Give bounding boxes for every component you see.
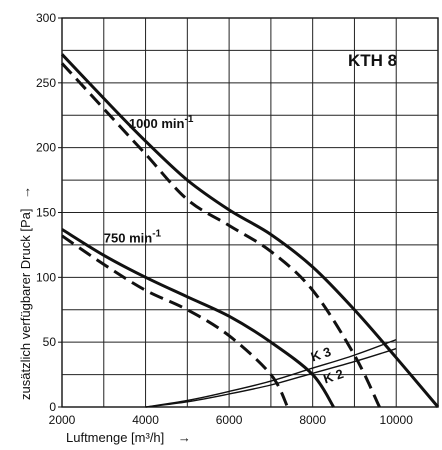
y-axis-label-text: zusätzlich verfügbarer Druck [Pa] [18, 209, 33, 400]
y-tick-label: 250 [36, 76, 56, 90]
y-tick-label: 200 [36, 141, 56, 155]
speed-label-1: 750 min-1 [104, 228, 162, 245]
series-line-0 [60, 53, 440, 408]
x-axis-label-text: Luftmenge [m³/h] [66, 430, 164, 445]
series-line-4 [145, 338, 397, 408]
y-axis-arrow: → [18, 186, 33, 199]
y-tick-label: 50 [43, 335, 57, 349]
x-tick-label: 4000 [132, 413, 159, 427]
x-tick-label: 10000 [380, 413, 414, 427]
y-tick-label: 300 [36, 11, 56, 25]
x-tick-label: 8000 [299, 413, 326, 427]
grid [62, 18, 438, 407]
series-line-1 [60, 62, 381, 408]
y-tick-label: 100 [36, 270, 56, 284]
series-line-3 [61, 234, 289, 408]
curves [60, 53, 440, 408]
chart-title: KTH 8 [348, 51, 397, 70]
curve-label-k3: K 3 [309, 344, 333, 365]
x-tick-label: 2000 [49, 413, 76, 427]
speed-label-0: 1000 min-1 [129, 114, 194, 131]
x-tick-label: 6000 [216, 413, 243, 427]
y-tick-label: 150 [36, 206, 56, 220]
curve-label-k2: K 2 [321, 366, 345, 387]
series-line-5 [145, 347, 397, 408]
tick-labels: 0 50 100 150 200 250 300 2000 4000 6000 8000 10000 [36, 11, 413, 427]
x-axis-arrow: → [178, 430, 191, 445]
series-line-2 [61, 228, 335, 408]
x-axis-label: Luftmenge [m³/h] → [66, 430, 191, 445]
y-tick-label: 0 [49, 400, 56, 414]
y-axis-label: zusätzlich verfügbarer Druck [Pa] → [18, 186, 33, 400]
curve-labels: 1000 min-1 750 min-1 K 3K 2 [104, 114, 346, 386]
